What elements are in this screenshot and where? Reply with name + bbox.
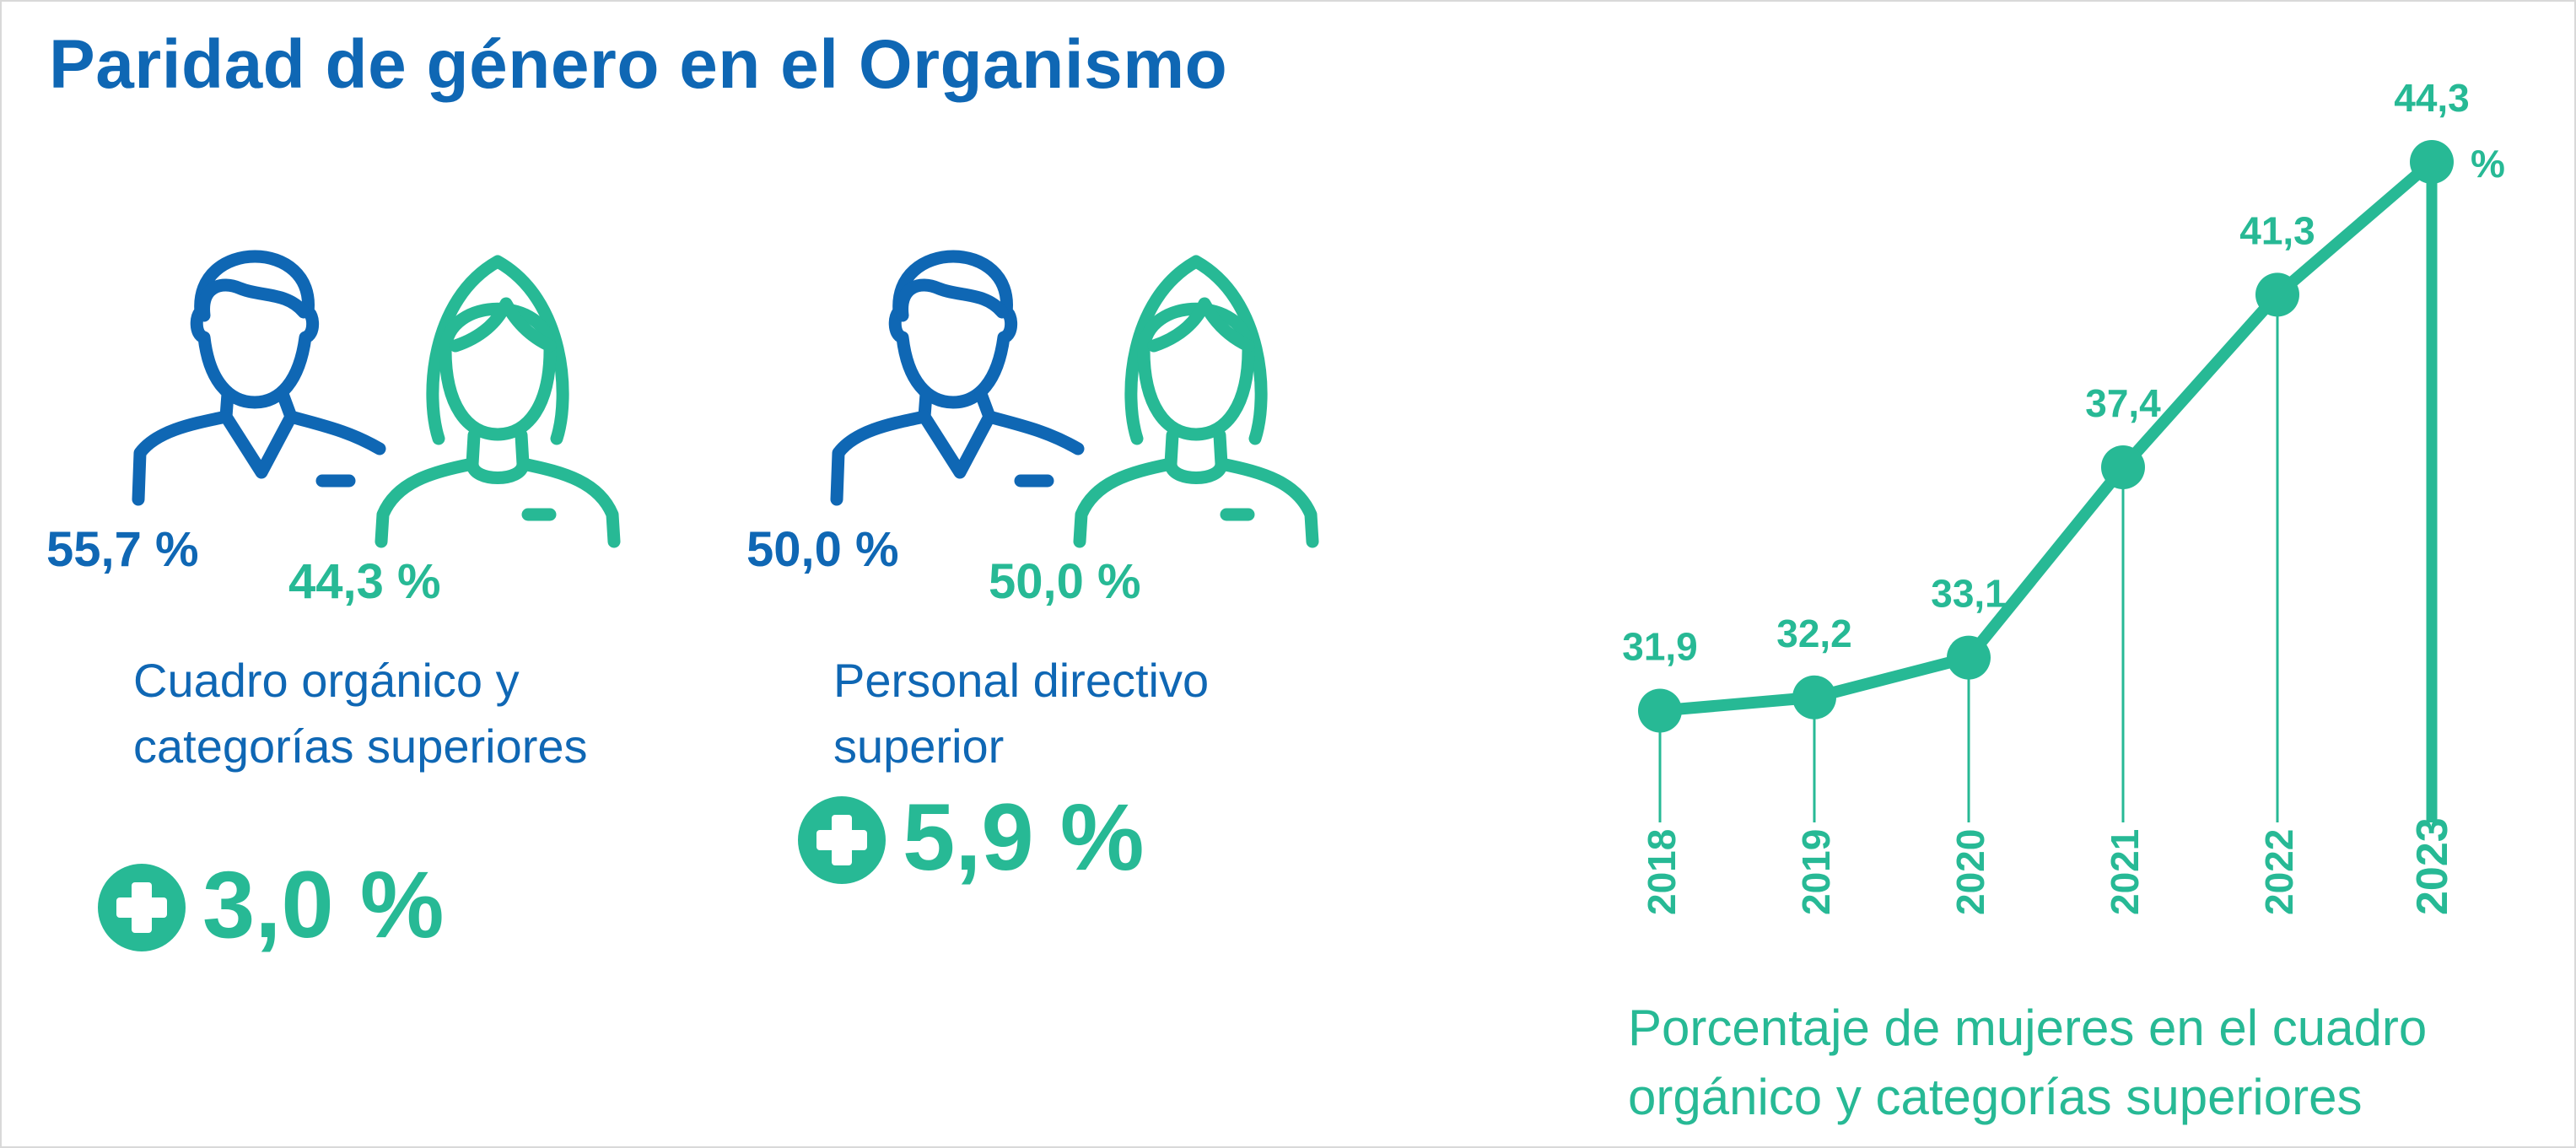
woman-icon [375,255,621,548]
year-label: 2020 [1948,829,1992,915]
increase-value-directivo: 5,9 % [903,784,1145,890]
data-point [1947,635,1991,680]
women-percentage-cuadro: 44,3 % [288,554,441,609]
year-label: 2018 [1640,829,1684,915]
data-point [1638,688,1682,733]
year-label: 2022 [2257,829,2301,915]
caption-cuadro: Cuadro orgánico y categorías superiores [133,648,588,779]
chart-caption-line: Porcentaje de mujeres en el cuadro [1628,1000,2428,1056]
man-icon [132,250,386,506]
value-label: 41,3 [2239,208,2315,252]
value-label: 44,3 [2394,76,2470,120]
caption-line: Personal directivo [833,654,1210,707]
value-label: 31,9 [1622,625,1698,669]
value-label: 32,2 [1776,612,1852,655]
value-label: 33,1 [1931,572,2007,616]
data-point [2101,445,2145,489]
data-point [1792,675,1836,720]
chart-caption-line: orgánico y categorías superiores [1628,1069,2363,1125]
year-label: 2021 [2103,829,2147,915]
data-point [2410,140,2454,184]
men-percentage-directivo: 50,0 % [746,522,899,577]
women-percentage-directivo: 50,0 % [989,554,1141,609]
man-icon [830,250,1085,506]
data-point [2255,272,2299,317]
year-label: 2023 [2408,817,2457,915]
unit-label: % [2471,142,2505,186]
caption-directivo: Personal directivo superior [833,648,1209,779]
caption-line: categorías superiores [133,720,588,773]
caption-line: Cuadro orgánico y [133,654,520,707]
woman-icon [1073,255,1319,548]
increase-value-cuadro: 3,0 % [202,852,445,957]
caption-line: superior [833,720,1005,773]
value-label: 37,4 [2085,381,2161,425]
page-title: Paridad de género en el Organismo [49,26,1228,103]
men-percentage-cuadro: 55,7 % [46,522,199,577]
year-label: 2019 [1794,829,1838,915]
plus-circle-icon [98,864,186,951]
series-line [1654,156,2438,717]
plus-circle-icon [798,796,886,884]
chart-caption: Porcentaje de mujeres en el cuadro orgán… [1628,994,2427,1132]
